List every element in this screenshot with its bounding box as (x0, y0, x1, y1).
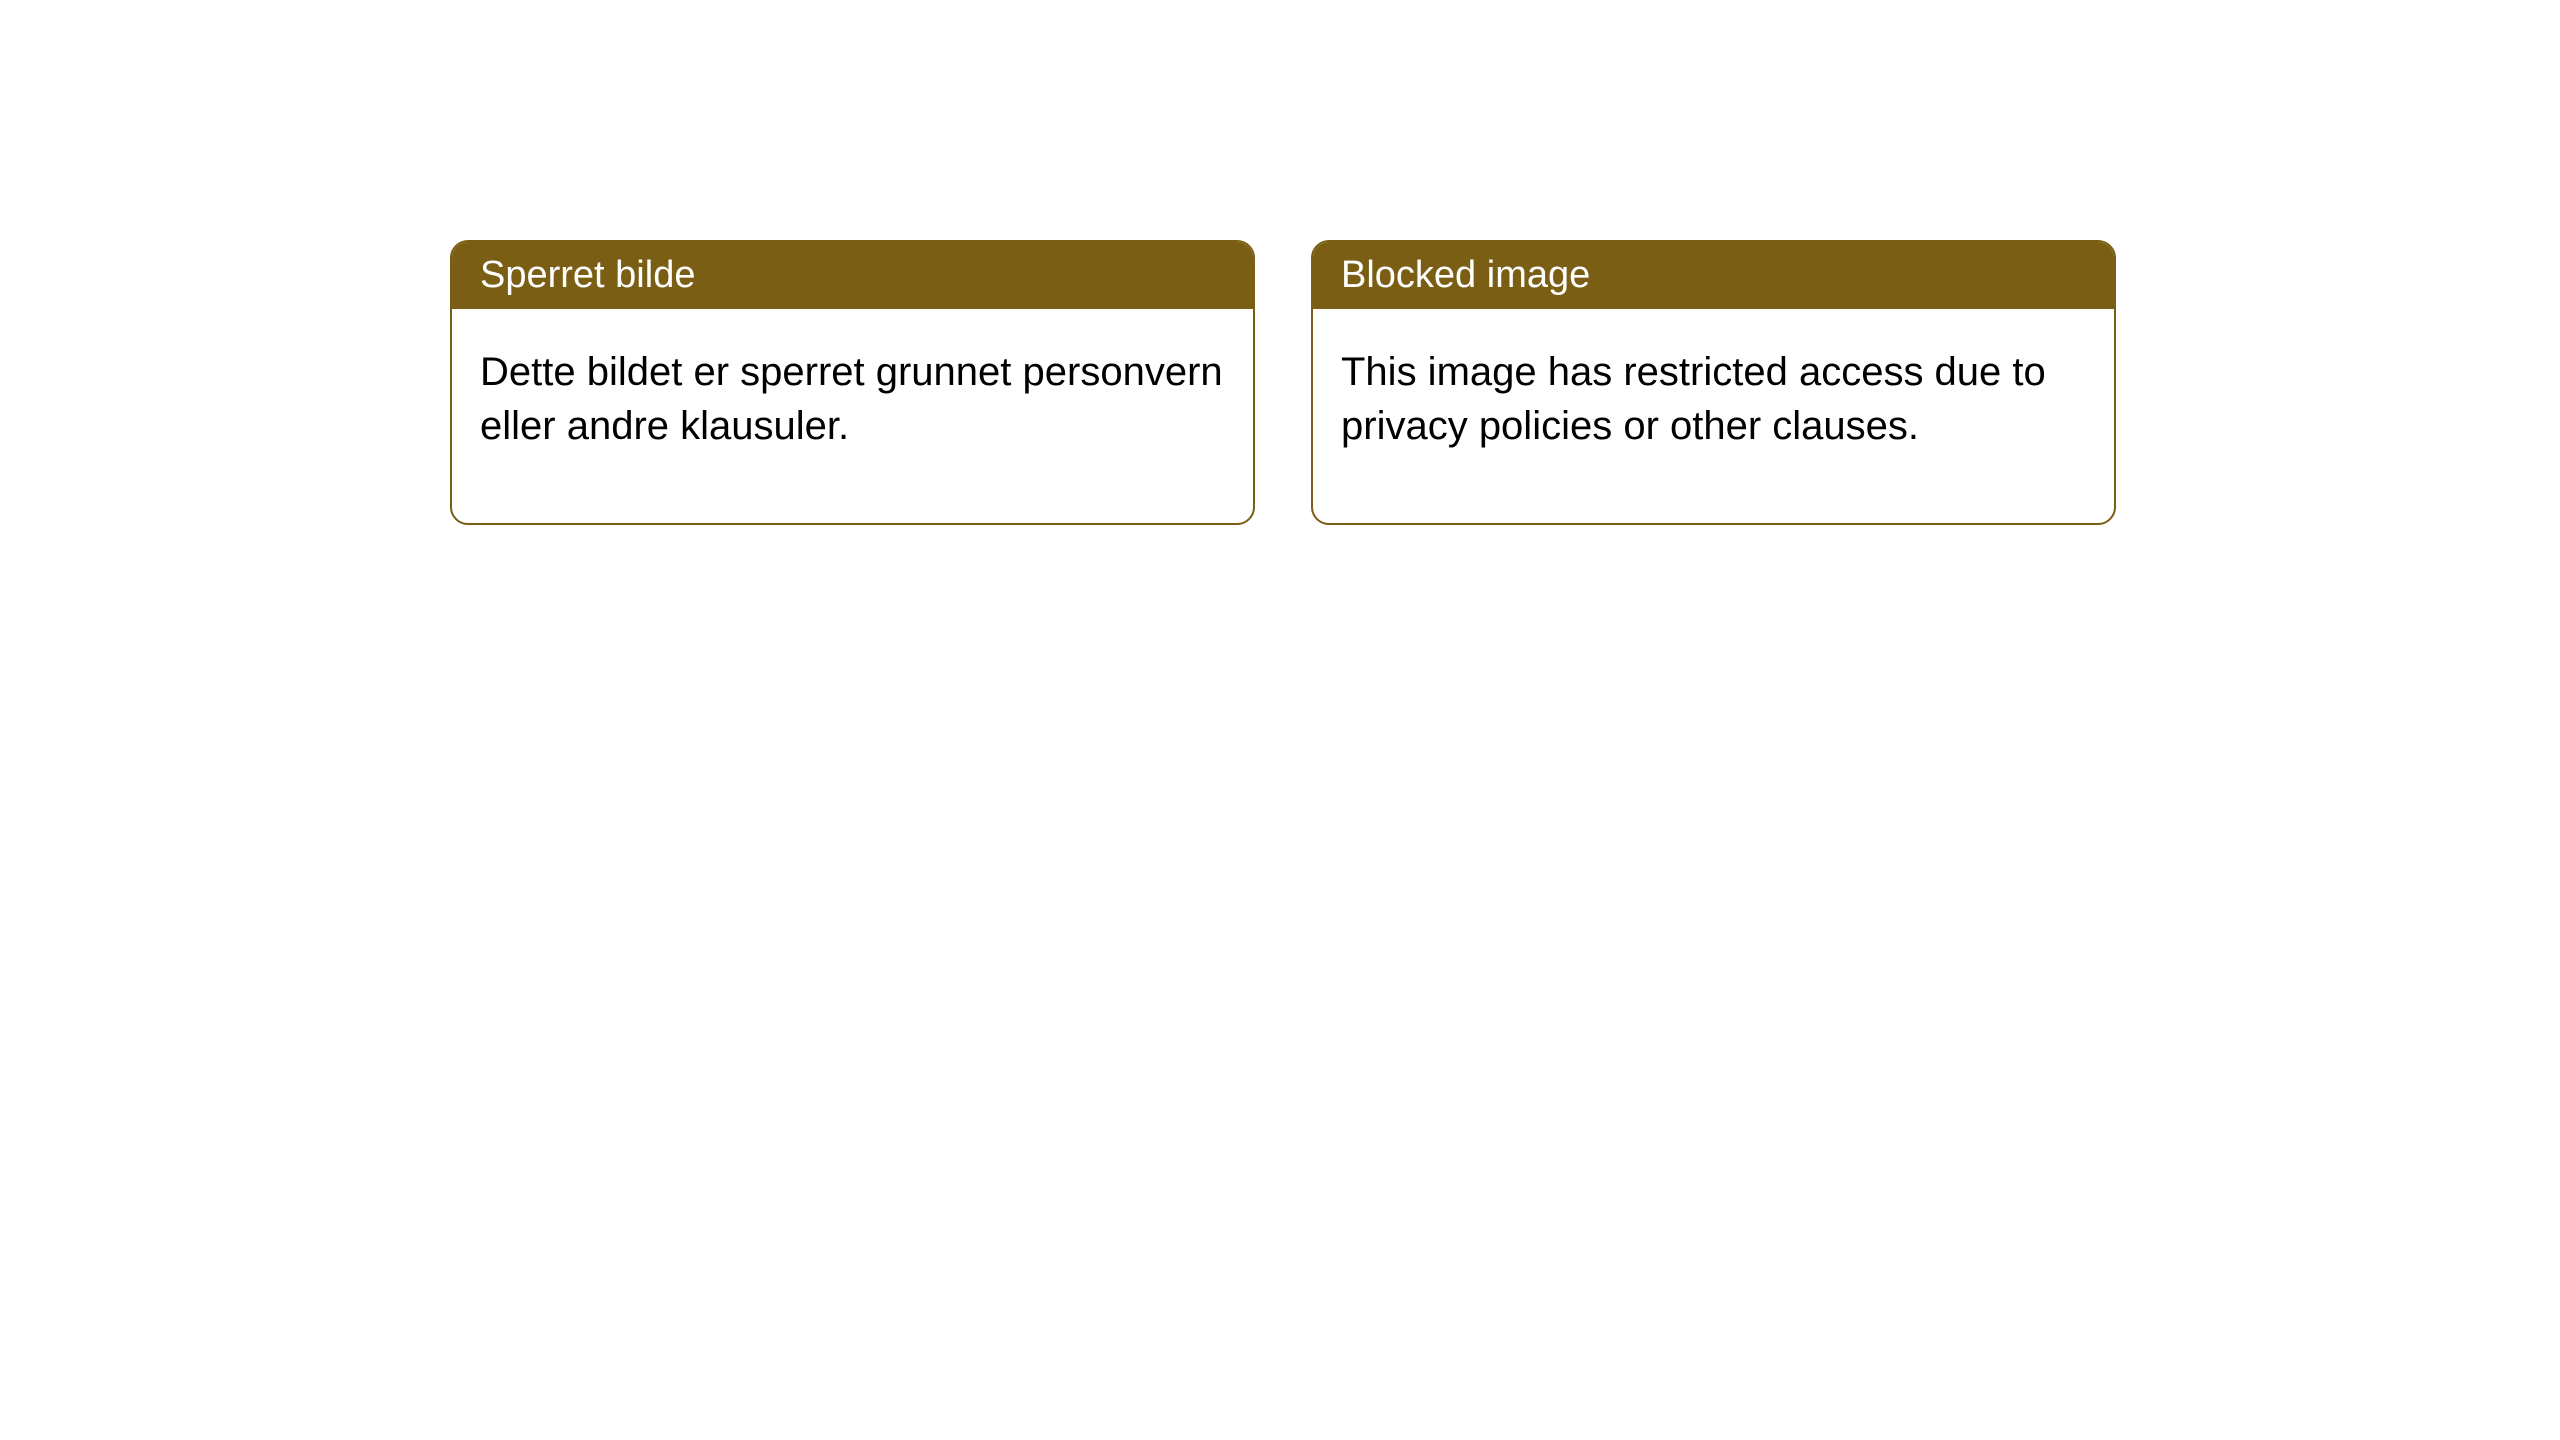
notice-text: Dette bildet er sperret grunnet personve… (480, 350, 1223, 448)
notice-container: Sperret bilde Dette bildet er sperret gr… (450, 240, 2116, 525)
notice-card-english: Blocked image This image has restricted … (1311, 240, 2116, 525)
notice-title: Sperret bilde (480, 254, 695, 296)
notice-card-norwegian: Sperret bilde Dette bildet er sperret gr… (450, 240, 1255, 525)
notice-text: This image has restricted access due to … (1341, 350, 2046, 448)
notice-body: This image has restricted access due to … (1313, 309, 2114, 523)
notice-header: Sperret bilde (452, 242, 1253, 309)
notice-header: Blocked image (1313, 242, 2114, 309)
notice-title: Blocked image (1341, 254, 1590, 296)
notice-body: Dette bildet er sperret grunnet personve… (452, 309, 1253, 523)
